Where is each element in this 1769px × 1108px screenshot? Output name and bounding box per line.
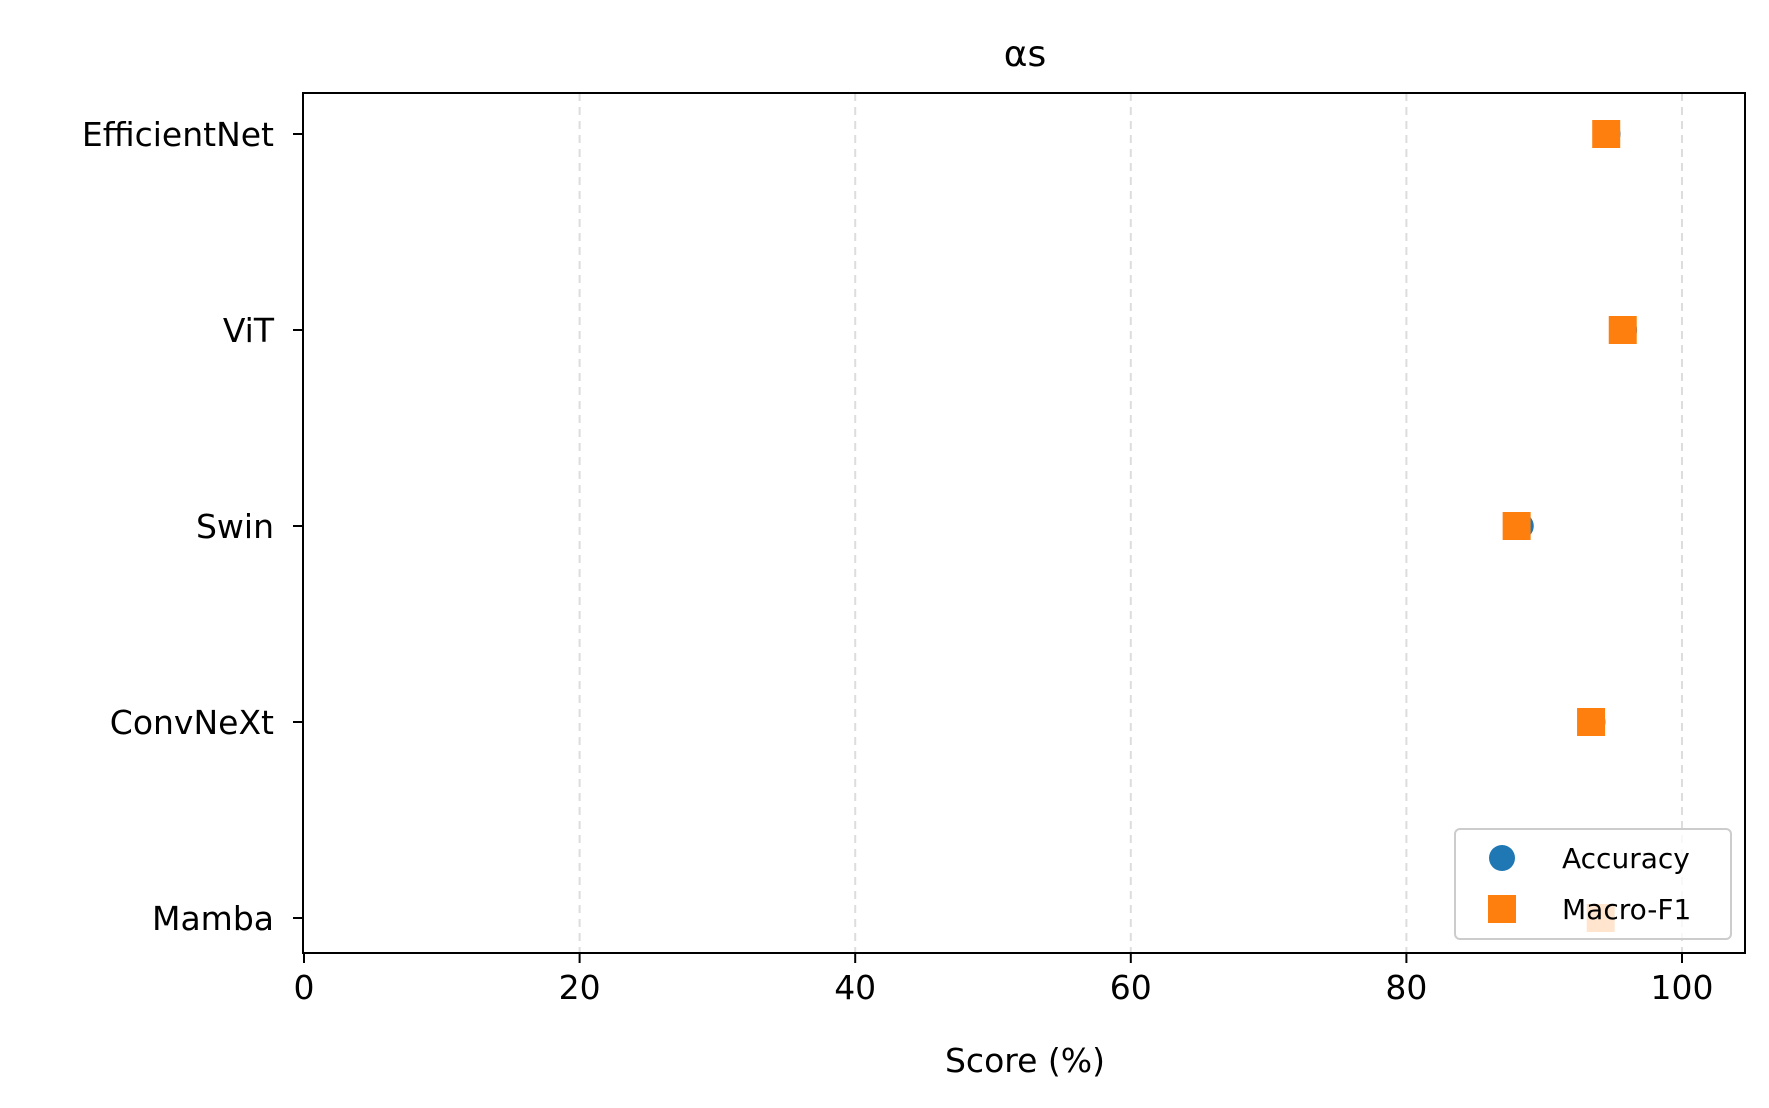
- y-tick-label: EfficientNet: [82, 115, 274, 154]
- grid-lines: [578, 93, 1683, 953]
- y-tick-label: ViT: [223, 311, 275, 350]
- x-tick-label: 100: [1651, 968, 1714, 1007]
- x-axis-label: Score (%): [945, 1041, 1105, 1080]
- y-axis: EfficientNet ViT Swin ConvNeXt Mamba: [82, 115, 303, 938]
- plot-area-frame: [302, 92, 1746, 954]
- x-tick-label: 80: [1385, 968, 1427, 1007]
- legend-box: [1454, 828, 1732, 940]
- legend-label-accuracy: Accuracy: [1562, 842, 1690, 875]
- macro-f1-point: [1577, 708, 1606, 736]
- legend-marker-accuracy: [1489, 845, 1515, 871]
- legend: Accuracy Macro-F1: [1454, 828, 1732, 940]
- legend-marker-macro-f1: [1488, 895, 1516, 923]
- x-tick-label: 60: [1110, 968, 1152, 1007]
- macro-f1-point: [1608, 316, 1637, 344]
- legend-label-macro-f1: Macro-F1: [1562, 893, 1691, 926]
- y-tick-label: Swin: [196, 507, 274, 546]
- y-tick-label: Mamba: [152, 899, 274, 938]
- x-tick-label: 40: [834, 968, 876, 1007]
- x-axis: 0 20 40 60 80 100: [294, 953, 1714, 1007]
- macro-f1-point: [1502, 512, 1531, 540]
- macro-f1-point: [1592, 120, 1621, 148]
- y-tick-label: ConvNeXt: [110, 703, 274, 742]
- x-tick-label: 0: [294, 968, 315, 1007]
- x-tick-label: 20: [559, 968, 601, 1007]
- chart-title: αs: [1004, 34, 1047, 75]
